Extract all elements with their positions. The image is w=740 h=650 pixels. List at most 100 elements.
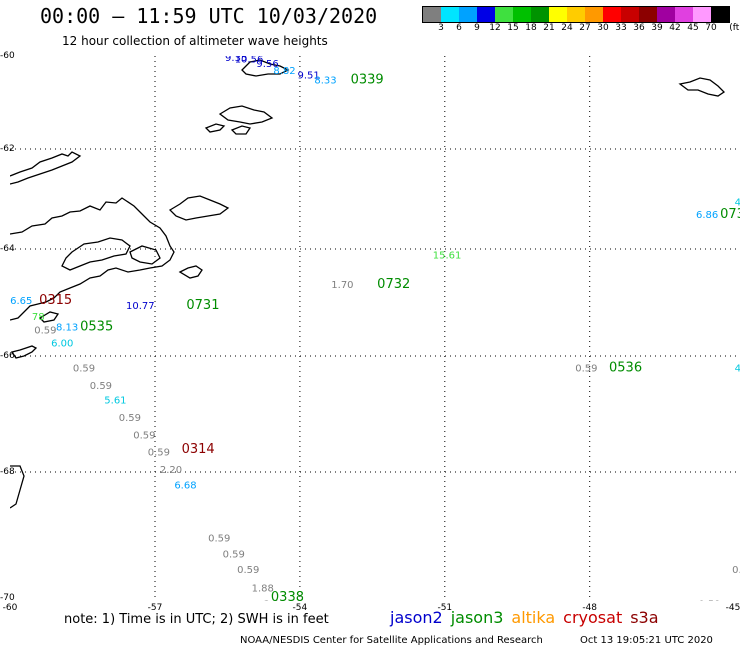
color-scale-label: 30 — [597, 23, 609, 33]
longitude-label: -57 — [147, 603, 163, 613]
latitude-label: -64 — [0, 244, 15, 254]
color-swatch — [531, 7, 549, 22]
wave-height-value: 9.35 — [225, 56, 247, 64]
satellite-legend-item: jason3 — [450, 608, 504, 627]
wave-height-value: 0.59 — [133, 430, 155, 441]
wave-height-value: 8.13 — [56, 323, 78, 334]
wave-height-value: 78 — [32, 312, 45, 323]
color-scale-label: 15 — [507, 23, 519, 33]
wave-height-value: 9.51 — [297, 71, 319, 82]
page-subtitle: 12 hour collection of altimeter wave hei… — [62, 34, 328, 48]
latitude-label: -62 — [0, 144, 15, 154]
wave-height-value: 0.59 — [208, 534, 230, 545]
coastline-islands-3 — [178, 265, 203, 279]
graticule — [10, 56, 740, 601]
coastline-north-1 — [218, 105, 274, 125]
coastline-north-2 — [204, 123, 226, 133]
pass-time-label: 0314 — [182, 442, 215, 457]
longitude-label: -45 — [725, 603, 740, 613]
wave-height-value: 0.59 — [698, 599, 720, 601]
pass-time-label: 0338 — [271, 590, 304, 601]
wave-height-value: 15.61 — [433, 250, 462, 261]
satellite-legend-item: altika — [511, 608, 556, 627]
color-scale-label: 36 — [633, 23, 645, 33]
color-scale-label: 33 — [615, 23, 627, 33]
color-swatch — [459, 7, 477, 22]
wave-height-value: 6.68 — [174, 481, 196, 492]
wave-height-value: 4. — [735, 364, 740, 375]
color-scale-label: (ft) — [729, 23, 740, 33]
satellite-legend-item: cryosat — [563, 608, 623, 627]
color-scale-label: 42 — [669, 23, 681, 33]
wave-height-value: 10.56 — [235, 56, 264, 65]
latitude-label: -68 — [0, 467, 15, 477]
wave-height-value: 0.59 — [73, 364, 95, 375]
color-scale-label: 18 — [525, 23, 537, 33]
wave-height-value: 0.59 — [148, 448, 170, 459]
color-scale-label: 3 — [438, 23, 444, 33]
wave-height-value: 0.59 — [575, 364, 597, 375]
coastline-peninsula — [10, 197, 175, 321]
wave-height-value: 9.56 — [256, 59, 278, 70]
color-swatch — [657, 7, 675, 22]
wave-height-value: 0.59 — [90, 381, 112, 392]
wave-height-value: 0.59 — [119, 413, 141, 424]
wave-height-value: 0. — [732, 565, 740, 576]
color-scale-label: 21 — [543, 23, 555, 33]
color-scale-label: 45 — [687, 23, 699, 33]
latitude-label: -66 — [0, 351, 15, 361]
longitude-label: -51 — [437, 603, 453, 613]
wave-height-value: 0.59 — [237, 565, 259, 576]
color-scale-label: 24 — [561, 23, 573, 33]
color-swatch — [495, 7, 513, 22]
pass-time-label: 0315 — [39, 293, 72, 308]
coastline-east-island — [678, 77, 726, 97]
footer-timestamp: Oct 13 19:05:21 UTC 2020 — [580, 635, 713, 646]
coastlines — [10, 59, 726, 509]
wave-height-value: 6.00 — [51, 339, 73, 350]
wave-height-value: 8.33 — [314, 75, 336, 86]
color-swatch — [441, 7, 459, 22]
wave-height-value: 1.70 — [331, 280, 353, 291]
longitude-label: -60 — [2, 603, 18, 613]
wave-height-value: 4.6 — [735, 198, 740, 209]
color-swatch — [477, 7, 495, 22]
coastline-james-ross — [129, 245, 161, 265]
latitude-label: -60 — [0, 51, 15, 61]
page-title: 00:00 – 11:59 UTC 10/03/2020 — [40, 4, 378, 28]
wave-height-value: 0.59 — [34, 325, 56, 336]
wave-height-value: 6.65 — [10, 296, 32, 307]
coastline-north-3 — [230, 125, 252, 135]
longitude-label: -48 — [582, 603, 598, 613]
color-swatch — [621, 7, 639, 22]
color-swatch — [603, 7, 621, 22]
satellite-legend: jason2 jason3 altika cryosat s3a — [390, 608, 667, 627]
wave-height-value: 6.86 — [696, 210, 718, 221]
legend-note: note: 1) Time is in UTC; 2) SWH is in fe… — [64, 612, 329, 627]
color-scale-label: 9 — [474, 23, 480, 33]
pass-time-label: 0732 — [377, 277, 410, 292]
footer-credit: NOAA/NESDIS Center for Satellite Applica… — [240, 635, 543, 646]
pass-time-label: 0339 — [351, 72, 384, 87]
wave-height-value: 5.61 — [104, 396, 126, 407]
color-swatch — [567, 7, 585, 22]
color-scale-label: 39 — [651, 23, 663, 33]
color-swatch — [423, 7, 441, 22]
color-swatch — [549, 7, 567, 22]
wave-height-value: 2.99 — [264, 599, 286, 601]
pass-time-label: 0535 — [80, 320, 113, 335]
color-swatch — [585, 7, 603, 22]
color-scale-label: 27 — [579, 23, 591, 33]
wave-height-value: 10.77 — [126, 301, 155, 312]
coastline-islands-5 — [10, 345, 38, 359]
coastline-north-4 — [241, 59, 290, 77]
pass-time-label: 0733 — [720, 207, 740, 222]
satellite-legend-item: s3a — [630, 608, 659, 627]
coastline-islands-1 — [10, 151, 82, 185]
wave-height-value: 1.88 — [252, 584, 274, 595]
color-swatch — [639, 7, 657, 22]
